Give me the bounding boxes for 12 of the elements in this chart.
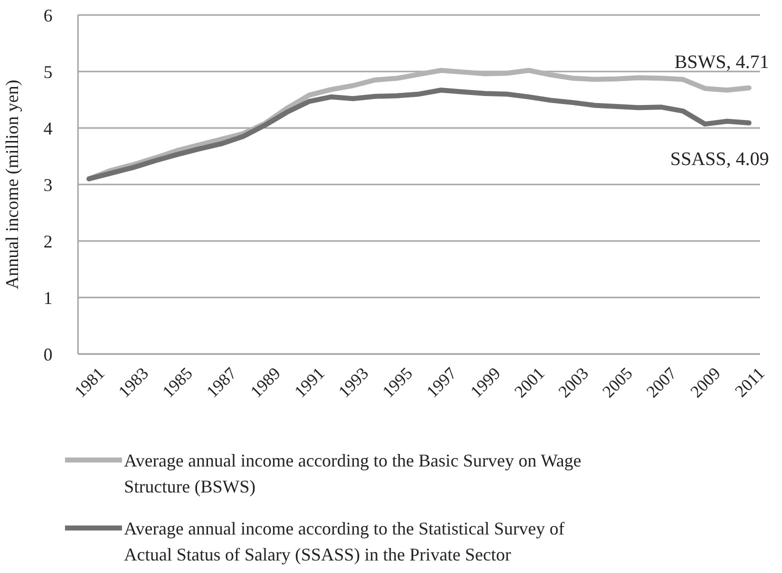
annotation: BSWS, 4.71 xyxy=(674,52,769,73)
y-tick-label: 6 xyxy=(44,5,52,26)
y-axis-title: Annual income (million yen) xyxy=(2,80,22,290)
annotation: SSASS, 4.09 xyxy=(670,148,769,170)
y-tick-label: 4 xyxy=(44,118,52,138)
y-tick-label: 5 xyxy=(44,62,52,82)
y-tick-label: 1 xyxy=(44,288,52,308)
legend-label: Average annual income according to the Basic Survey on Wage Structure (BSWS) xyxy=(124,450,582,496)
y-tick-label: 0 xyxy=(44,344,52,364)
y-tick-label: 3 xyxy=(44,174,52,195)
legend-label: Average annual income according to the Statistical Survey of Actual Status of Salary (SSASS) in the Private Sector xyxy=(124,518,565,564)
y-tick-label: 2 xyxy=(44,231,52,252)
